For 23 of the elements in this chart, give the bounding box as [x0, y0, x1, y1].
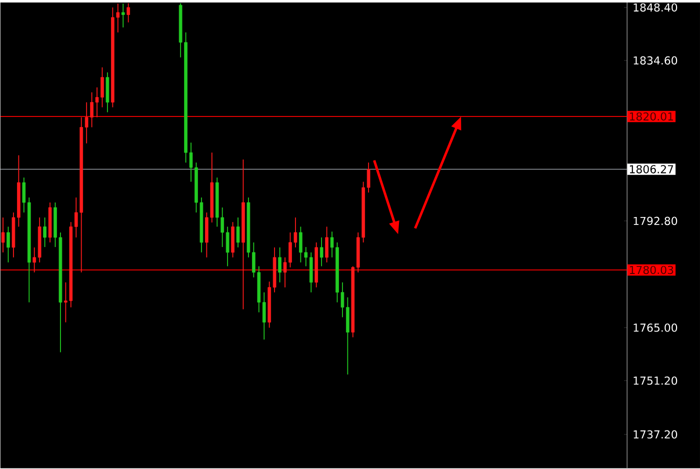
candlestick [32, 247, 36, 274]
candlestick [22, 177, 26, 214]
candlestick [366, 162, 370, 194]
candlestick [278, 247, 282, 284]
candlestick [262, 292, 266, 340]
y-tick-label: 1834.60 [634, 56, 678, 65]
ref-line-label: 1806.27 [630, 165, 674, 174]
y-tick-label: 1765.00 [634, 324, 678, 332]
candlestick [6, 226, 10, 264]
y-tick-label: 1737.20 [634, 430, 678, 439]
ref-line-label: 1780.03 [630, 266, 674, 274]
y-tick-label: 1751.20 [634, 376, 678, 385]
y-tick-label: 1848.40 [634, 4, 678, 12]
ref-line-label: 1820.01 [630, 112, 674, 121]
candlestick [126, 2, 130, 24]
candlestick [320, 237, 324, 267]
candlestick [226, 226, 230, 267]
candlestick [121, 3, 125, 28]
candlestick [43, 217, 46, 248]
candlestick [236, 217, 240, 248]
y-tick-label: 1792.80 [634, 217, 678, 226]
candlestick [325, 226, 328, 264]
candlestick [1, 217, 5, 254]
